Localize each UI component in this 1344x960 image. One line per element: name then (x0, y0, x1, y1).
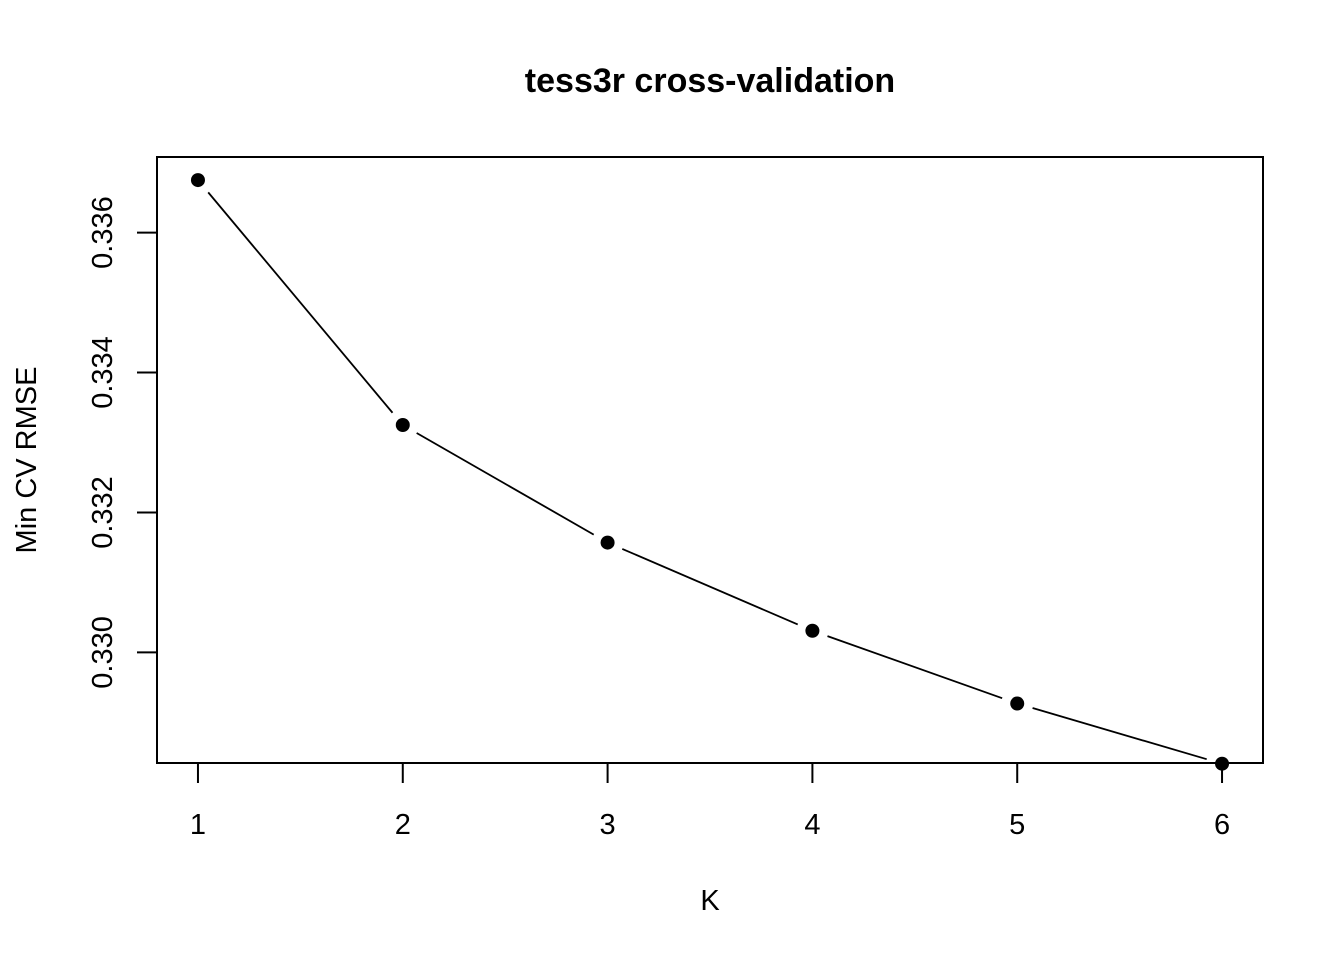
series-line-segment (207, 191, 394, 414)
chart-title: tess3r cross-validation (525, 62, 895, 100)
x-tick-label: 4 (804, 809, 820, 841)
series-layer (190, 173, 1230, 771)
series-line-segment (1032, 707, 1207, 761)
y-tick-label: 0.336 (87, 196, 119, 269)
data-point (395, 418, 410, 433)
y-tick-label: 0.330 (87, 616, 119, 689)
x-axis: 1 2 3 4 5 6 (190, 762, 1230, 841)
series-line-segment (621, 548, 799, 626)
data-point (1215, 756, 1230, 771)
x-tick-label: 3 (600, 809, 616, 841)
data-point (600, 535, 615, 550)
data-point (1010, 696, 1025, 711)
data-point (805, 623, 820, 638)
x-tick-label: 6 (1214, 809, 1230, 841)
series-line-segment (827, 635, 1003, 700)
y-tick-label: 0.334 (87, 336, 119, 409)
x-tick-label: 5 (1009, 809, 1025, 841)
y-tick-label: 0.332 (87, 476, 119, 549)
y-axis: 0.330 0.332 0.334 0.336 (87, 196, 158, 689)
x-tick-label: 2 (395, 809, 411, 841)
y-axis-label: Min CV RMSE (11, 367, 43, 554)
x-tick-label: 1 (190, 809, 206, 841)
series-line-segment (416, 432, 595, 536)
x-axis-label: K (700, 885, 720, 917)
data-point (190, 173, 205, 188)
